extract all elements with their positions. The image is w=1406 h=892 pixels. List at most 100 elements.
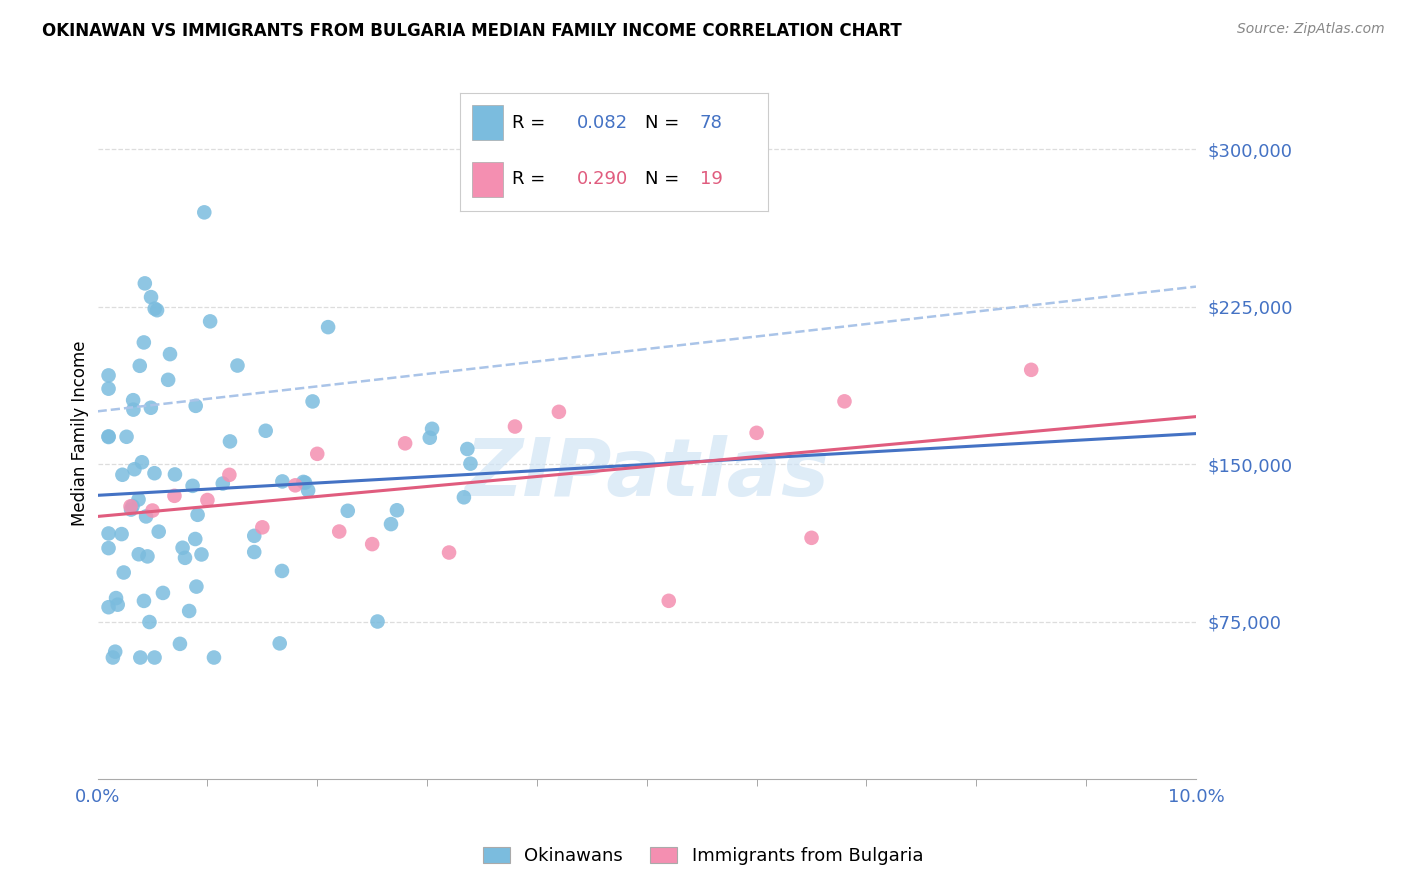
Point xyxy=(394,436,416,450)
Point xyxy=(139,401,162,415)
Point xyxy=(456,442,478,456)
Point xyxy=(143,301,166,316)
Point xyxy=(115,430,138,444)
Point xyxy=(269,636,291,650)
Point xyxy=(437,545,460,559)
Point xyxy=(135,509,157,524)
Point xyxy=(292,475,315,489)
Point xyxy=(111,467,134,482)
Point xyxy=(503,419,526,434)
Point xyxy=(97,382,120,396)
Point xyxy=(128,547,150,561)
Point xyxy=(252,520,274,534)
Point xyxy=(219,434,242,449)
Point xyxy=(134,277,156,291)
Point xyxy=(294,475,316,490)
Point xyxy=(834,394,856,409)
Point xyxy=(336,504,359,518)
Point xyxy=(243,545,266,559)
Point xyxy=(124,462,146,476)
Point xyxy=(179,604,201,618)
Point xyxy=(328,524,350,539)
Point xyxy=(284,478,307,492)
Point xyxy=(548,405,571,419)
Point xyxy=(202,650,225,665)
Point xyxy=(159,347,181,361)
Point xyxy=(186,580,208,594)
Point xyxy=(97,541,120,555)
Point xyxy=(226,359,249,373)
Point xyxy=(163,489,186,503)
Point xyxy=(110,527,132,541)
Point xyxy=(193,205,215,219)
Point xyxy=(184,532,207,546)
Point xyxy=(301,394,323,409)
Point xyxy=(112,566,135,580)
Text: Source: ZipAtlas.com: Source: ZipAtlas.com xyxy=(1237,22,1385,37)
Point xyxy=(271,564,294,578)
Point xyxy=(122,393,145,408)
Y-axis label: Median Family Income: Median Family Income xyxy=(72,340,89,525)
Point xyxy=(181,479,204,493)
Point xyxy=(658,594,681,608)
Point xyxy=(187,508,209,522)
Point xyxy=(104,645,127,659)
Point xyxy=(271,475,294,489)
Point xyxy=(163,467,186,482)
Point xyxy=(800,531,823,545)
Point xyxy=(97,526,120,541)
Point xyxy=(254,424,277,438)
Point xyxy=(460,457,482,471)
Point xyxy=(361,537,384,551)
Point xyxy=(101,650,124,665)
Point xyxy=(136,549,159,564)
Point xyxy=(316,320,339,334)
Point xyxy=(105,591,128,605)
Point xyxy=(157,373,180,387)
Point xyxy=(107,598,129,612)
Point xyxy=(128,359,150,373)
Point xyxy=(143,467,166,481)
Point xyxy=(132,594,155,608)
Point xyxy=(1019,363,1042,377)
Point xyxy=(129,650,152,665)
Point xyxy=(172,541,194,555)
Point xyxy=(218,467,240,482)
Legend: Okinawans, Immigrants from Bulgaria: Okinawans, Immigrants from Bulgaria xyxy=(482,847,924,865)
Text: OKINAWAN VS IMMIGRANTS FROM BULGARIA MEDIAN FAMILY INCOME CORRELATION CHART: OKINAWAN VS IMMIGRANTS FROM BULGARIA MED… xyxy=(42,22,901,40)
Point xyxy=(97,429,120,443)
Point xyxy=(131,455,153,469)
Point xyxy=(380,517,402,532)
Point xyxy=(141,503,163,517)
Point xyxy=(420,422,443,436)
Point xyxy=(97,600,120,615)
Point xyxy=(745,425,768,440)
Point xyxy=(419,431,441,445)
Point xyxy=(146,303,169,318)
Point xyxy=(143,650,166,665)
Point xyxy=(97,430,120,444)
Point xyxy=(138,615,160,629)
Point xyxy=(190,548,212,562)
Point xyxy=(197,493,219,508)
Point xyxy=(385,503,408,517)
Point xyxy=(97,368,120,383)
Point xyxy=(128,492,150,507)
Point xyxy=(169,637,191,651)
Point xyxy=(307,447,329,461)
Point xyxy=(122,402,145,417)
Point xyxy=(243,529,266,543)
Point xyxy=(120,500,142,514)
Point xyxy=(453,491,475,505)
Point xyxy=(148,524,170,539)
Point xyxy=(174,550,197,565)
Point xyxy=(198,314,221,328)
Point xyxy=(184,399,207,413)
Point xyxy=(297,483,319,498)
Text: ZIPatlas: ZIPatlas xyxy=(464,435,830,514)
Point xyxy=(139,290,162,304)
Point xyxy=(121,499,143,513)
Point xyxy=(211,476,233,491)
Point xyxy=(367,615,389,629)
Point xyxy=(120,502,142,516)
